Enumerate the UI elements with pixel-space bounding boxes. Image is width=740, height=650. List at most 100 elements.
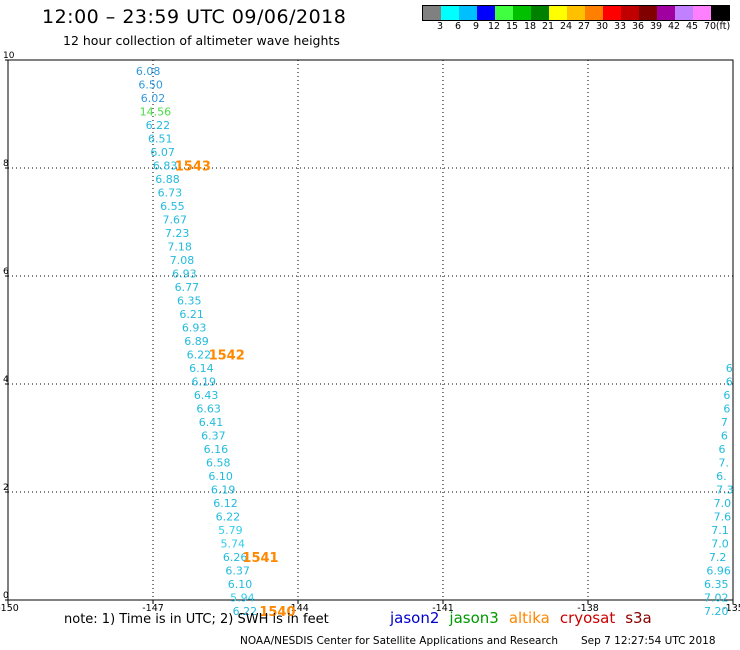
color-swatch <box>459 6 477 20</box>
credit-timestamp: Sep 7 12:27:54 UTC 2018 <box>581 635 716 647</box>
wave-height-point: 6.51 <box>148 132 173 145</box>
wave-height-point: 7.6 <box>714 510 732 523</box>
wave-height-point: 7.20 <box>704 605 729 618</box>
wave-height-point: 6.14 <box>189 362 214 375</box>
wave-height-point: 6.19 <box>192 375 217 388</box>
color-scale-label: 39 <box>649 21 663 32</box>
wave-height-point: 6.22 <box>187 348 212 361</box>
wave-height-point: 7.02 <box>704 591 729 604</box>
wave-height-point: 6.22 <box>233 605 258 618</box>
color-scale-label: 42 <box>667 21 681 32</box>
wave-height-point: 6 <box>723 389 730 402</box>
wave-height-point: 6.07 <box>150 146 175 159</box>
wave-height-point: 6.73 <box>158 186 183 199</box>
color-scale-label: 9 <box>472 21 480 32</box>
wave-height-point: 7. <box>719 456 730 469</box>
color-scale-label: 33 <box>613 21 627 32</box>
y-tick-label: 4 <box>3 375 9 385</box>
y-tick-label: 2 <box>3 483 9 493</box>
color-scale-label: (ft) <box>715 21 731 32</box>
wave-height-point: 7 <box>721 416 728 429</box>
x-tick-label: -144 <box>287 603 309 614</box>
wave-height-point: 6.35 <box>704 578 729 591</box>
color-swatch <box>549 6 567 20</box>
wave-height-point: 6.37 <box>201 429 226 442</box>
wave-height-point: 7.2 <box>709 551 727 564</box>
wave-height-point: 6.93 <box>182 321 207 334</box>
wave-height-point: 6.88 <box>155 173 180 186</box>
wave-height-point: 7.0 <box>714 497 732 510</box>
wave-height-point: 6.12 <box>213 497 238 510</box>
color-swatch <box>423 6 441 20</box>
wave-height-point: 6.77 <box>175 281 200 294</box>
wave-height-point: 6.89 <box>184 335 209 348</box>
wave-height-point: 6.16 <box>204 443 229 456</box>
color-scale-label: 21 <box>541 21 555 32</box>
wave-height-point: 6.19 <box>211 483 236 496</box>
time-label: 1543 <box>175 159 211 174</box>
color-swatch <box>675 6 693 20</box>
wave-height-point: 5.79 <box>218 524 243 537</box>
color-scale-label: 6 <box>454 21 462 32</box>
wave-height-point: 6.10 <box>208 470 233 483</box>
wave-height-point: 6 <box>721 429 728 442</box>
time-label: 1540 <box>259 605 295 620</box>
wave-height-point: 7.18 <box>167 240 192 253</box>
wave-height-point: 14.56 <box>140 105 172 118</box>
color-swatch <box>603 6 621 20</box>
footer-note: note: 1) Time is in UTC; 2) SWH is in fe… <box>64 612 329 627</box>
wave-height-point: 6.50 <box>138 78 163 91</box>
color-scale-label: 45 <box>685 21 699 32</box>
credit-text: NOAA/NESDIS Center for Satellite Applica… <box>240 635 558 647</box>
wave-height-point: 7.0 <box>711 537 729 550</box>
y-tick-label: 6 <box>3 267 9 277</box>
wave-height-point: 6.26 <box>223 551 248 564</box>
page-title: 12:00 – 23:59 UTC 09/06/2018 <box>42 6 347 28</box>
wave-height-point: 6.96 <box>706 564 731 577</box>
color-scale-label: 70 <box>703 21 717 32</box>
wave-height-point: 6.02 <box>141 92 166 105</box>
wave-height-point: 6.35 <box>177 294 202 307</box>
wave-height-point: 7.3 <box>716 483 734 496</box>
wave-height-point: 6.10 <box>228 578 253 591</box>
page-subtitle: 12 hour collection of altimeter wave hei… <box>63 33 340 48</box>
color-scale-bar <box>422 5 730 21</box>
wave-height-point: 7.08 <box>170 254 195 267</box>
wave-height-point: 6.58 <box>206 456 231 469</box>
color-scale-label: 15 <box>505 21 519 32</box>
color-swatch <box>441 6 459 20</box>
wave-height-point: 5.74 <box>221 537 246 550</box>
color-scale-label: 36 <box>631 21 645 32</box>
color-swatch <box>621 6 639 20</box>
wave-height-point: 7.67 <box>163 213 188 226</box>
color-swatch <box>657 6 675 20</box>
color-swatch <box>639 6 657 20</box>
wave-height-point: 6.21 <box>179 308 204 321</box>
wave-height-point: 6 <box>726 375 733 388</box>
legend-entry-jason2: jason2 <box>390 609 440 627</box>
wave-height-point: 6.43 <box>194 389 219 402</box>
color-scale-label: 12 <box>487 21 501 32</box>
wave-height-point: 7.1 <box>711 524 729 537</box>
color-scale-labels: 3 6 9 12 15 18 21 24 27 30 33 36 39 42 45 70 (ft) <box>422 21 740 35</box>
color-scale-label: 18 <box>523 21 537 32</box>
wave-height-point: 6.22 <box>146 119 171 132</box>
x-tick-label: -150 <box>0 603 19 614</box>
y-tick-label: 8 <box>3 159 9 169</box>
time-label: 1541 <box>242 551 278 566</box>
legend-entry-cryosat: cryosat <box>559 609 616 627</box>
x-tick-label: -138 <box>577 603 599 614</box>
color-swatch <box>477 6 495 20</box>
time-label: 1542 <box>209 348 245 363</box>
color-swatch <box>711 6 729 20</box>
color-swatch <box>513 6 531 20</box>
y-tick-label: 0 <box>3 591 9 601</box>
color-swatch <box>495 6 513 20</box>
wave-height-point: 6 <box>723 402 730 415</box>
wave-height-point: 6.41 <box>199 416 224 429</box>
wave-height-point: 6.55 <box>160 200 185 213</box>
color-scale-label: 30 <box>595 21 609 32</box>
wave-height-point: 6.37 <box>225 564 250 577</box>
wave-height-point: 6. <box>716 470 727 483</box>
